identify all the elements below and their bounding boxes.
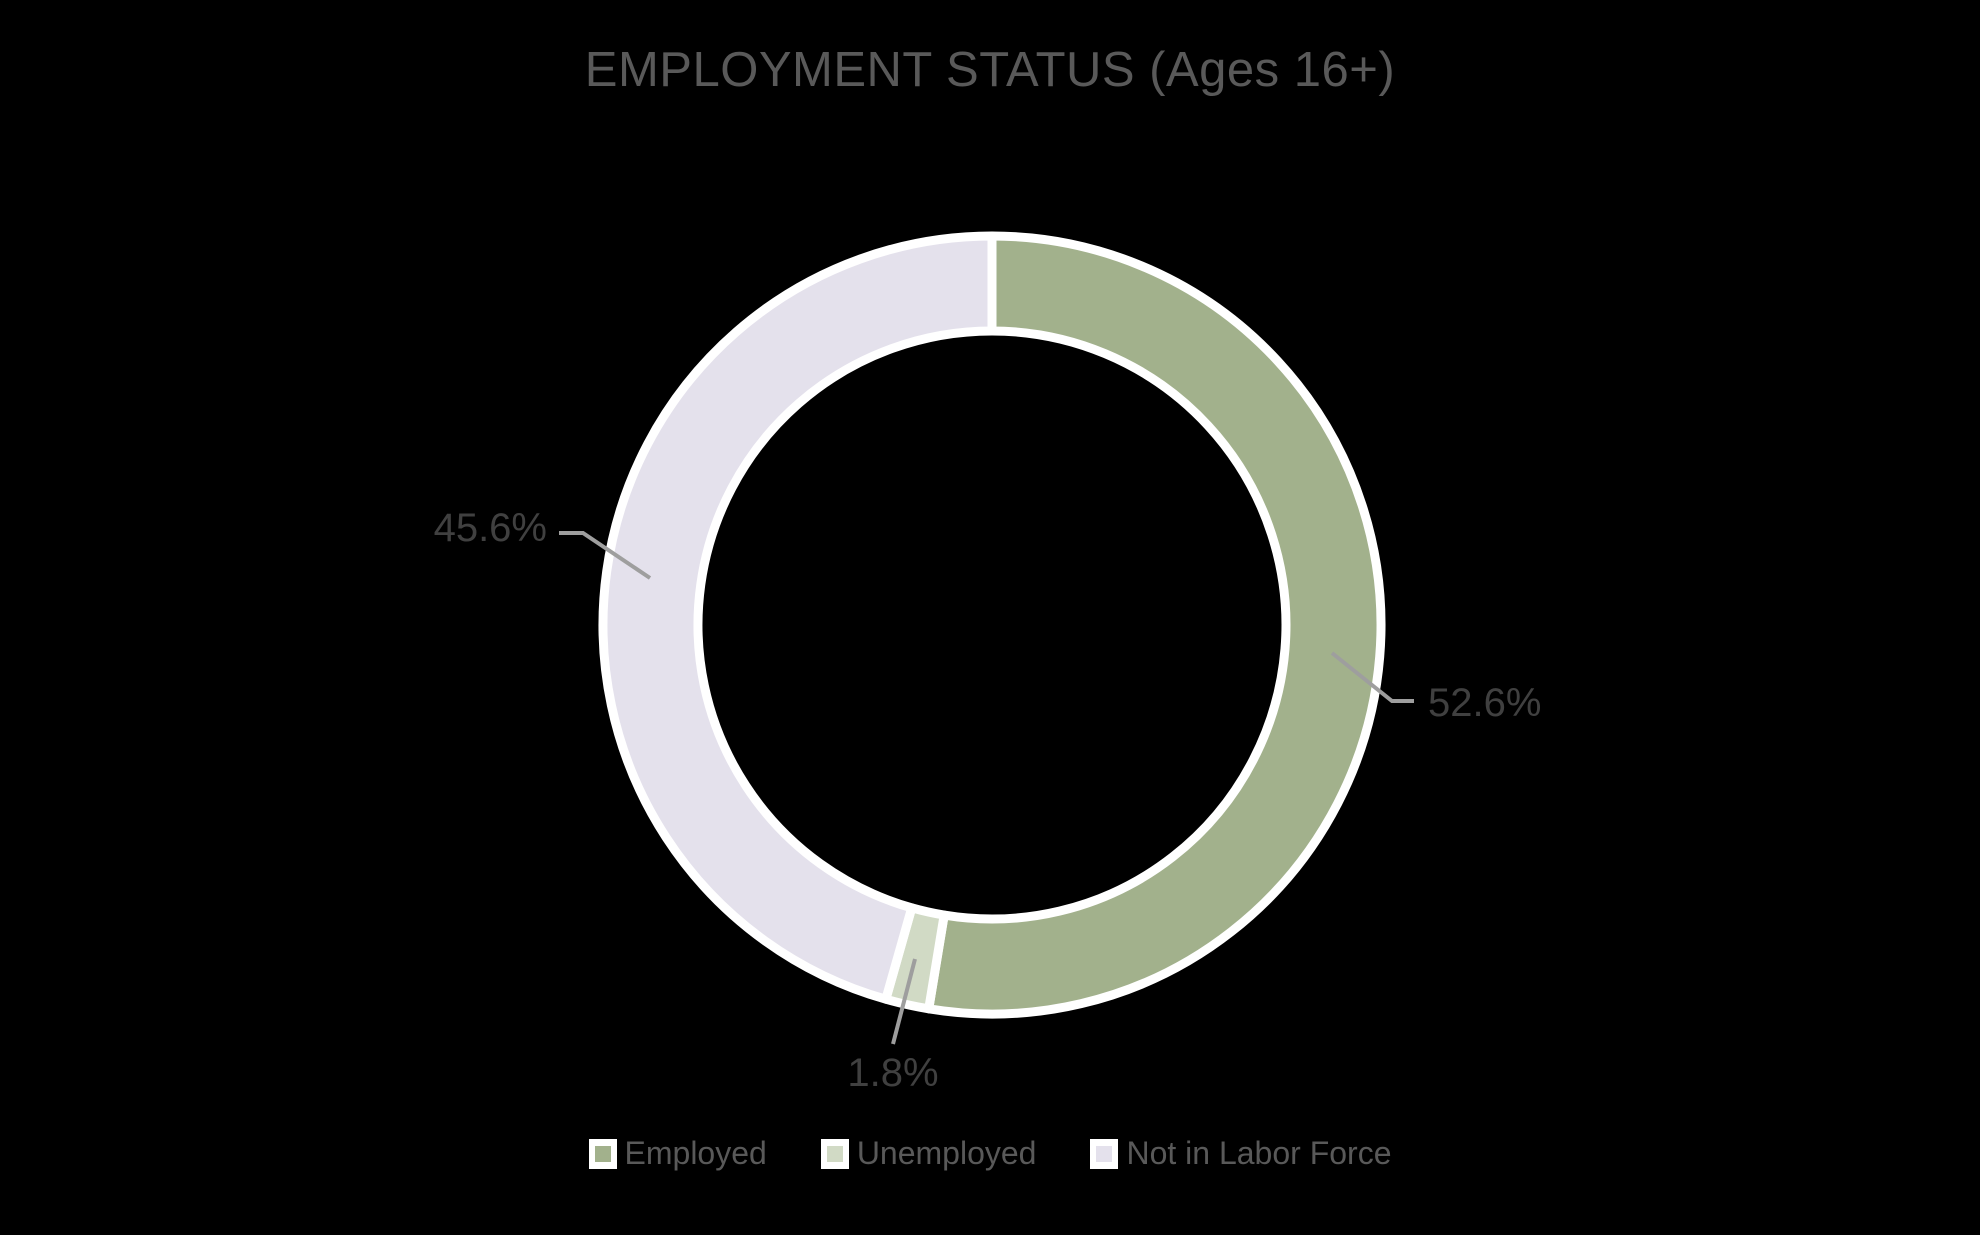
data-label-not-in-labor-force: 45.6% (433, 506, 547, 550)
leader-lines (559, 531, 1414, 1045)
legend-label-unemployed: Unemployed (856, 1135, 1037, 1171)
legend-swatch-unemployed (820, 1138, 849, 1169)
donut-slices (598, 231, 1386, 1019)
legend-label-employed: Employed (624, 1135, 767, 1171)
legend-swatch-not-in-labor-force-fill (1096, 1145, 1113, 1162)
chart-title: EMPLOYMENT STATUS (Ages 16+) (584, 43, 1396, 97)
legend-label-not-in-labor-force: Not in Labor Force (1126, 1135, 1392, 1171)
slice-not-in-labor-force (598, 231, 997, 1004)
data-label-employed: 52.6% (1428, 681, 1542, 725)
data-label-unemployed: 1.8% (847, 1051, 939, 1095)
legend-swatch-unemployed-fill (826, 1145, 843, 1162)
leader-line-employed (1330, 651, 1414, 703)
chart-legend: Employed Unemployed Not in Labor Force (0, 1135, 1980, 1171)
legend-item-employed: Employed (588, 1135, 767, 1171)
legend-item-not-in-labor-force: Not in Labor Force (1090, 1135, 1392, 1171)
legend-swatch-employed (588, 1138, 617, 1169)
leader-line-not-in-labor-force (559, 531, 652, 580)
leader-line-unemployed (891, 958, 917, 1045)
slice-employed (924, 231, 1386, 1019)
legend-item-unemployed: Unemployed (820, 1135, 1037, 1171)
legend-swatch-employed-fill (594, 1145, 611, 1162)
legend-swatch-not-in-labor-force (1090, 1138, 1119, 1169)
